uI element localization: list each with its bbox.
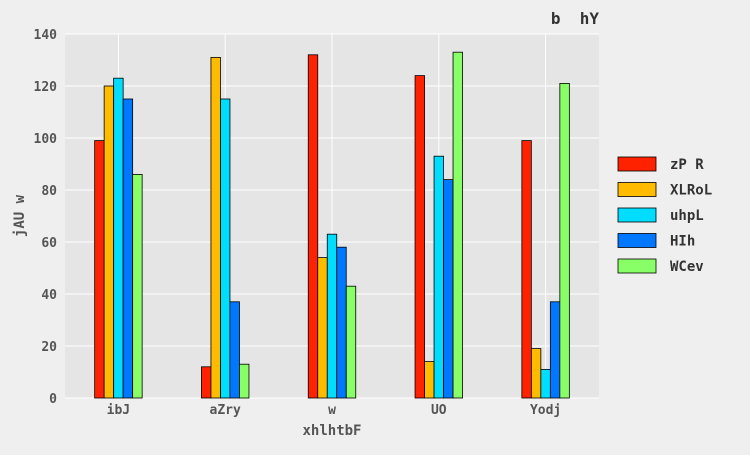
bar (132, 173, 143, 399)
bar (94, 140, 105, 399)
y-tick-label: 140 (34, 28, 58, 43)
x-axis-label: xhlhtbF (302, 423, 361, 439)
chart-title: b hY (551, 9, 600, 28)
bar (521, 140, 532, 399)
legend-label: zP R (670, 157, 704, 173)
bars (94, 51, 570, 399)
bar (113, 77, 124, 399)
bar (549, 301, 561, 399)
bar (239, 363, 250, 399)
bar (103, 85, 115, 399)
x-tick-label: ibJ (107, 403, 130, 418)
legend-swatch (617, 156, 657, 172)
axes: 0 20 40 60 80 100 120 140 ibJ aZry w UO Yodj (34, 28, 562, 418)
x-tick-label: Yodj (530, 403, 561, 418)
bar (433, 155, 444, 399)
bar (122, 98, 134, 399)
bar (336, 246, 347, 399)
bar (326, 233, 338, 399)
legend-label: WCev (670, 259, 704, 275)
legend-label: HIh (670, 234, 695, 250)
legend-label: XLRoL (670, 183, 712, 199)
bar (424, 361, 435, 399)
bar (220, 98, 231, 399)
bar (307, 54, 319, 399)
legend-swatch (617, 233, 657, 248)
bar (530, 348, 542, 399)
x-tick-label: aZry (210, 403, 241, 418)
x-tick-label: UO (431, 403, 447, 418)
bar (210, 57, 221, 399)
y-tick-label: 120 (34, 80, 58, 95)
bar (452, 51, 463, 399)
y-tick-label: 20 (41, 340, 57, 355)
bar (201, 366, 212, 399)
legend-label: uhpL (670, 208, 704, 224)
y-tick-label: 80 (41, 184, 57, 199)
legend-swatch (617, 207, 657, 223)
y-axis-label: jAU w (12, 194, 28, 237)
legend: zP R XLRoL uhpL HIh WCev (617, 156, 712, 275)
x-tick-label: w (328, 403, 336, 418)
bar (414, 75, 425, 399)
y-tick-label: 40 (41, 288, 57, 303)
bar (540, 368, 551, 399)
y-tick-label: 60 (41, 236, 57, 251)
bar (559, 83, 570, 399)
y-tick-label: 100 (34, 132, 58, 147)
bar (229, 301, 240, 399)
y-tick-label: 0 (49, 392, 57, 407)
bar (317, 257, 328, 399)
legend-swatch (617, 258, 657, 274)
legend-swatch (617, 182, 657, 197)
bar (443, 179, 454, 399)
bar (345, 285, 357, 399)
